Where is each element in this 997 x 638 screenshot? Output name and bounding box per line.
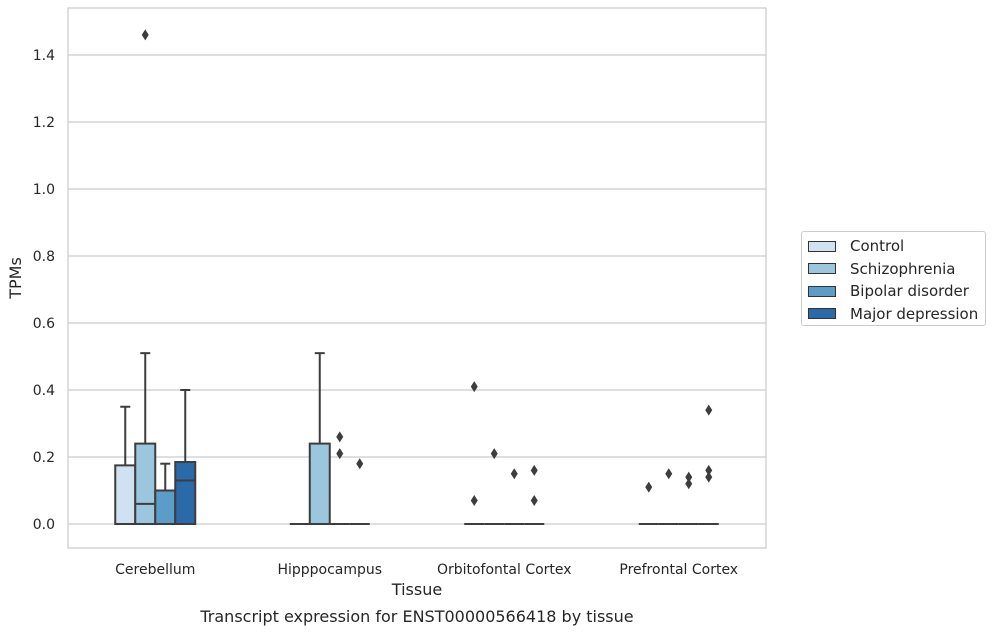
box-1-1 bbox=[308, 352, 331, 526]
legend-item: Schizophrenia bbox=[808, 258, 985, 281]
legend-swatch bbox=[808, 240, 836, 252]
box-iqr bbox=[308, 442, 331, 526]
legend-swatch bbox=[808, 308, 836, 320]
box-2-3 bbox=[678, 471, 699, 525]
y-axis-label: TPMs bbox=[6, 257, 25, 300]
box-1-3 bbox=[658, 468, 679, 525]
legend: Control Schizophrenia Bipolar disorder Majo… bbox=[801, 231, 986, 326]
box-1-0 bbox=[134, 29, 157, 526]
y-tick-labels: 0.0 0.2 0.4 0.6 0.8 1.0 1.2 1.4 bbox=[33, 48, 55, 533]
legend-label: Schizophrenia bbox=[850, 259, 956, 278]
box-0-2 bbox=[464, 381, 485, 525]
outlier-point bbox=[470, 495, 478, 507]
box-3-2 bbox=[524, 464, 545, 525]
outlier-point bbox=[510, 468, 518, 480]
x-tick-label: Orbitofontal Cortex bbox=[437, 562, 572, 578]
box-0-3 bbox=[638, 481, 659, 525]
box-2-0 bbox=[154, 462, 177, 525]
x-tick-label: Cerebellum bbox=[115, 562, 195, 578]
outlier-point bbox=[685, 471, 693, 483]
box-2-1 bbox=[329, 431, 350, 525]
box-iqr bbox=[114, 464, 137, 525]
box-iqr bbox=[134, 442, 157, 526]
outlier-point bbox=[356, 458, 364, 470]
box-iqr bbox=[174, 461, 197, 525]
y-tick-label: 0.0 bbox=[33, 517, 55, 533]
y-tick-label: 1.0 bbox=[33, 182, 55, 198]
box-3-3 bbox=[698, 404, 719, 525]
x-tick-labels: Cerebellum Hipppocampus Orbitofontal Corte… bbox=[115, 562, 738, 578]
x-tick-label: Prefrontal Cortex bbox=[619, 562, 738, 578]
box-3-0 bbox=[174, 389, 197, 525]
outlier-point bbox=[705, 464, 713, 476]
outlier-point bbox=[470, 381, 478, 393]
box-0-0 bbox=[114, 405, 137, 525]
legend-item: Major depression bbox=[808, 303, 985, 326]
outlier-point bbox=[645, 481, 653, 493]
legend-item: Control bbox=[808, 235, 985, 258]
box-iqr bbox=[154, 489, 177, 525]
legend-label: Major depression bbox=[850, 304, 979, 323]
box-2-2 bbox=[504, 468, 525, 525]
chart-title: Transcript expression for ENST0000056641… bbox=[199, 607, 633, 626]
outlier-point bbox=[705, 404, 713, 416]
outlier-point bbox=[336, 448, 344, 460]
grid-lines bbox=[68, 54, 766, 525]
y-tick-label: 0.6 bbox=[33, 316, 55, 332]
outlier-point bbox=[530, 464, 538, 476]
y-tick-label: 0.8 bbox=[33, 249, 55, 265]
legend-item: Bipolar disorder bbox=[808, 280, 985, 303]
legend-label: Control bbox=[850, 237, 905, 256]
legend-swatch bbox=[808, 263, 836, 275]
box-1-2 bbox=[484, 448, 505, 525]
box-3-1 bbox=[349, 458, 370, 525]
x-axis-label: Tissue bbox=[391, 580, 442, 599]
outlier-point bbox=[141, 29, 149, 41]
legend-swatch bbox=[808, 285, 836, 297]
x-tick-label: Hipppocampus bbox=[277, 562, 382, 578]
box-marks bbox=[114, 29, 719, 526]
y-tick-label: 0.4 bbox=[33, 383, 55, 399]
y-tick-label: 1.2 bbox=[33, 115, 55, 131]
outlier-point bbox=[665, 468, 673, 480]
legend-label: Bipolar disorder bbox=[850, 282, 969, 301]
outlier-point bbox=[685, 478, 693, 490]
y-tick-label: 1.4 bbox=[33, 48, 55, 64]
plot-area-frame bbox=[67, 7, 767, 549]
outlier-point bbox=[490, 448, 498, 460]
outlier-point bbox=[705, 471, 713, 483]
outlier-point bbox=[530, 495, 538, 507]
y-tick-label: 0.2 bbox=[33, 450, 55, 466]
outlier-point bbox=[336, 431, 344, 443]
